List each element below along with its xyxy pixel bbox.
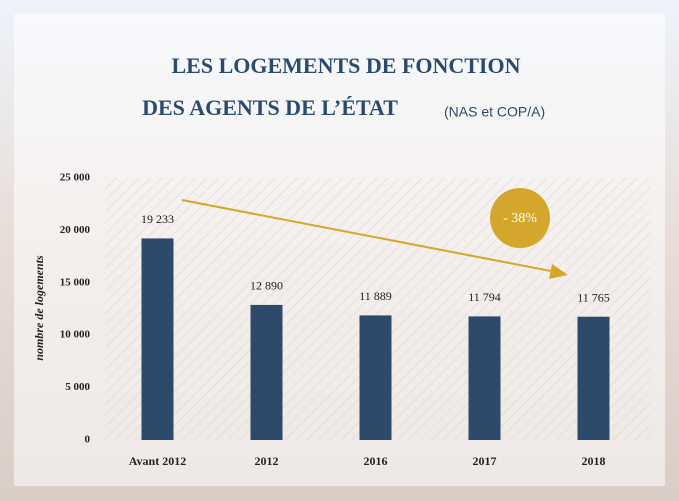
title-line: DES AGENTS DE L’ÉTAT bbox=[142, 95, 398, 120]
value-label: 11 765 bbox=[577, 290, 610, 304]
bar bbox=[141, 238, 174, 440]
y-axis-label: nombre de logements bbox=[32, 255, 46, 361]
bar bbox=[250, 304, 283, 440]
badge bbox=[490, 188, 550, 248]
value-label: 12 890 bbox=[250, 279, 283, 293]
x-tick-label: 2018 bbox=[582, 454, 606, 468]
y-tick-label: 20 000 bbox=[60, 224, 91, 236]
y-tick-label: 25 000 bbox=[60, 172, 91, 184]
annotation: - 38% bbox=[503, 211, 537, 226]
value-label: 11 889 bbox=[359, 289, 392, 303]
title-line: LES LOGEMENTS DE FONCTION bbox=[171, 53, 520, 78]
y-tick-label: 0 bbox=[85, 434, 91, 446]
x-tick-label: 2017 bbox=[473, 454, 497, 468]
arrow-head bbox=[549, 264, 568, 279]
y-tick-label: 10 000 bbox=[60, 329, 91, 341]
value-label: 11 794 bbox=[468, 290, 501, 304]
bar bbox=[468, 316, 501, 440]
subtitle: (NAS et COP/A) bbox=[444, 104, 545, 120]
bar bbox=[359, 315, 392, 440]
y-tick-label: 15 000 bbox=[60, 276, 91, 288]
bar bbox=[577, 316, 610, 440]
y-tick-label: 5 000 bbox=[65, 381, 90, 393]
x-tick-label: 2016 bbox=[364, 454, 388, 468]
trend-arrow bbox=[181, 199, 557, 273]
value-label: 19 233 bbox=[141, 212, 174, 226]
x-tick-label: 2012 bbox=[255, 454, 279, 468]
x-tick-label: Avant 2012 bbox=[129, 454, 186, 468]
